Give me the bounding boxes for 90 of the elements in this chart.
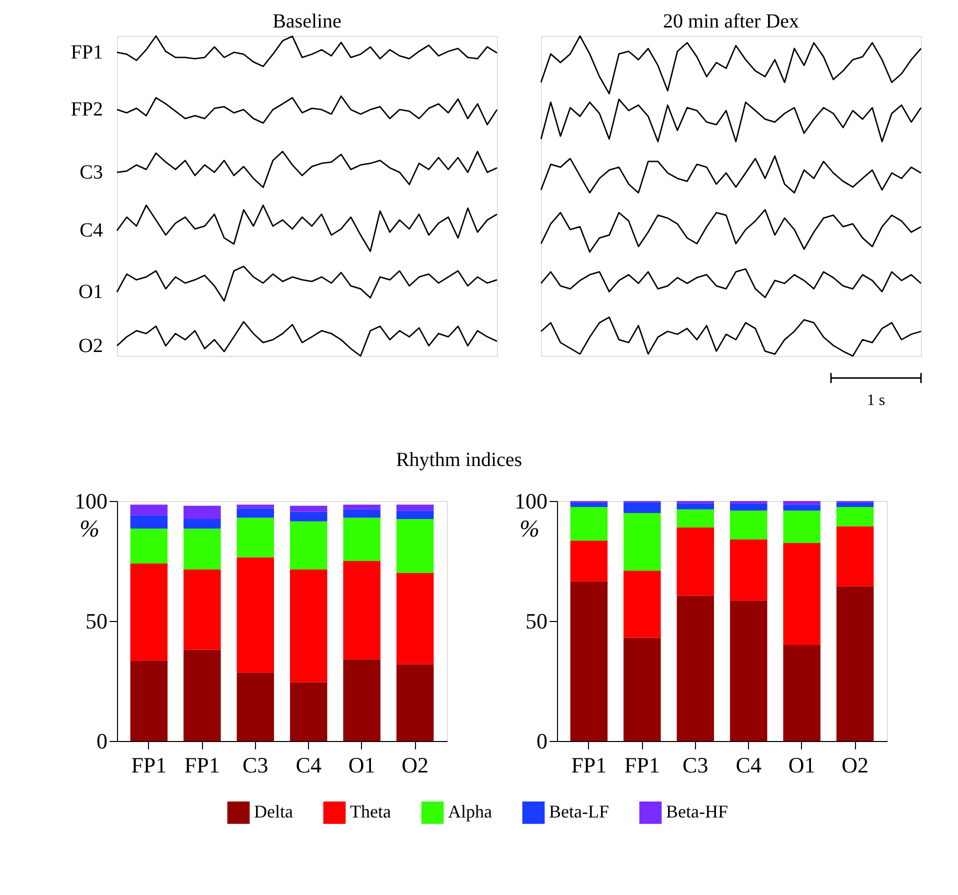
bar (236, 504, 274, 508)
x-tick-label: C4 (296, 752, 322, 778)
bar (836, 586, 874, 741)
bar (184, 650, 221, 741)
y-tick-label: 0 (536, 728, 548, 754)
bar (236, 557, 274, 673)
bar (290, 569, 328, 682)
bar (396, 504, 434, 511)
bar (783, 504, 820, 511)
bar (396, 510, 434, 519)
bar (624, 638, 661, 741)
bar (570, 540, 608, 582)
bar (783, 501, 820, 505)
x-tick-label: C4 (736, 752, 762, 778)
series-label: FP2 (70, 98, 103, 121)
bar (290, 682, 328, 741)
bar (130, 660, 168, 741)
y-axis-title: % (520, 516, 540, 542)
bar (130, 563, 168, 661)
bar (184, 506, 221, 519)
legend-label: Beta-LF (549, 802, 609, 822)
bar (396, 519, 434, 573)
bar (624, 513, 661, 571)
x-tick-label: O1 (788, 752, 816, 778)
bar (343, 659, 380, 741)
y-axis-title: % (80, 516, 100, 542)
bar (783, 510, 820, 543)
bar (130, 504, 168, 516)
bar (730, 539, 768, 601)
y-tick-label: 50 (526, 608, 548, 634)
bar (290, 506, 328, 512)
bar (343, 509, 380, 518)
bar (676, 503, 714, 510)
bar (184, 528, 221, 570)
bar (570, 581, 608, 741)
bar (130, 528, 168, 564)
bar (676, 596, 714, 741)
bar (396, 573, 434, 664)
bar (290, 521, 328, 570)
x-tick-label: FP1 (624, 752, 660, 778)
y-tick-label: 50 (86, 608, 108, 634)
bar (836, 507, 874, 526)
bar (836, 526, 874, 586)
x-tick-label: O2 (402, 752, 429, 778)
bar (184, 569, 221, 650)
series-label: C3 (80, 161, 103, 184)
x-tick-label: C3 (242, 752, 268, 778)
bar (570, 507, 608, 541)
bar (676, 509, 714, 528)
legend-label: Alpha (448, 802, 492, 822)
bar (624, 570, 661, 638)
chart-title: Rhythm indices (396, 449, 522, 471)
text: 1 s (866, 392, 886, 409)
x-tick-label: FP1 (184, 752, 220, 778)
x-tick-label: O2 (842, 752, 869, 778)
bar (236, 672, 274, 741)
bar (130, 515, 168, 529)
x-tick-label: O1 (348, 752, 376, 778)
x-tick-label: FP1 (571, 752, 607, 778)
bar (343, 504, 380, 510)
bar (236, 518, 274, 558)
series-label: FP1 (70, 41, 103, 64)
series-label: C4 (80, 220, 103, 242)
bar (730, 503, 768, 511)
bar (783, 543, 820, 645)
bar (290, 512, 328, 522)
legend-label: Delta (254, 802, 293, 822)
chart-title: 20 min after Dex (662, 10, 800, 32)
y-tick-label: 0 (96, 728, 108, 754)
bar (783, 645, 820, 741)
x-tick-label: C3 (682, 752, 708, 778)
chart-title: Baseline (272, 10, 342, 32)
x-tick-label: FP1 (131, 752, 167, 778)
legend-label: Beta-HF (666, 802, 728, 822)
bar (836, 502, 874, 507)
bar (343, 561, 380, 660)
bar (236, 508, 274, 518)
bar (676, 527, 714, 596)
bar (730, 510, 768, 540)
y-tick-label: 100 (514, 488, 548, 514)
bar (730, 600, 768, 741)
bar (343, 518, 380, 561)
bar (396, 664, 434, 741)
series-label: O1 (78, 281, 103, 303)
bar (184, 519, 221, 529)
bar (624, 502, 661, 513)
series-label: O2 (78, 334, 103, 357)
bar (570, 502, 608, 507)
y-tick-label: 100 (74, 488, 108, 514)
legend-label: Theta (350, 802, 391, 822)
